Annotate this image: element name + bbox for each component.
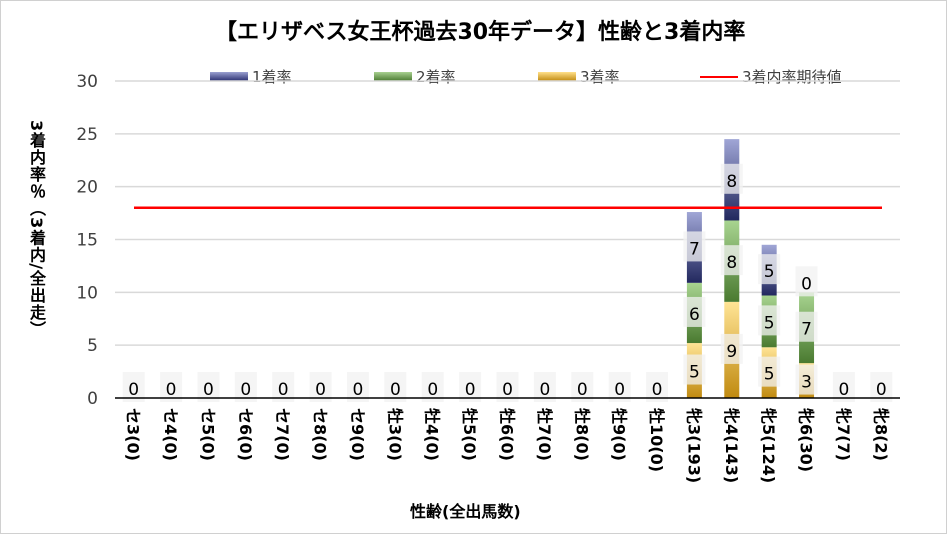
x-tick-label: 牝5(124) <box>759 408 778 483</box>
data-label: 0 <box>614 380 625 400</box>
x-tick-label: セ5(0) <box>198 408 217 461</box>
legend-swatch-expected <box>700 75 738 78</box>
data-label: 5 <box>764 313 775 333</box>
data-label-bg <box>608 372 631 402</box>
x-tick-label: セ3(0) <box>124 408 143 461</box>
data-label-bg <box>683 296 706 327</box>
y-tick-label: 25 <box>76 125 98 145</box>
data-label-bg <box>646 372 669 402</box>
data-label-bg <box>795 311 818 342</box>
data-label-bg <box>459 372 482 402</box>
data-label: 0 <box>876 380 887 400</box>
data-label: 0 <box>166 380 177 400</box>
data-label: 0 <box>801 274 812 294</box>
data-label: 0 <box>502 380 513 400</box>
data-label: 0 <box>315 380 326 400</box>
x-tick-label: セ7(0) <box>273 408 292 461</box>
data-label: 0 <box>539 380 550 400</box>
data-label: 7 <box>801 320 812 340</box>
data-label: 8 <box>726 172 737 192</box>
x-tick-label: 牡4(0) <box>423 408 442 461</box>
data-label: 5 <box>764 365 775 385</box>
y-axis-title: 3着内率％（3着内/全出走） <box>27 120 46 339</box>
data-label-bg <box>720 163 743 194</box>
x-tick-label: セ6(0) <box>236 408 255 461</box>
data-label-bg <box>870 372 893 402</box>
data-label: 0 <box>353 380 364 400</box>
data-label: 0 <box>278 380 289 400</box>
data-label: 7 <box>689 239 700 259</box>
legend-swatch-2nd <box>374 72 412 81</box>
x-tick-label: 牡5(0) <box>460 408 479 461</box>
data-label-bg <box>234 372 257 402</box>
data-label: 8 <box>726 253 737 273</box>
x-tick-label: 牡6(0) <box>498 408 517 461</box>
data-label-bg <box>795 266 818 297</box>
data-label: 9 <box>726 342 737 362</box>
data-label-bg <box>122 372 145 402</box>
data-label-bg <box>160 372 183 402</box>
data-label: 0 <box>240 380 251 400</box>
data-label-bg <box>758 305 781 336</box>
data-label-bg <box>683 354 706 385</box>
data-label-bg <box>421 372 444 402</box>
y-tick-label: 10 <box>76 283 98 303</box>
x-tick-label: 牡10(0) <box>647 408 666 472</box>
data-label: 0 <box>465 380 476 400</box>
y-tick-label: 5 <box>87 336 98 356</box>
data-label-bg <box>346 372 369 402</box>
data-label: 3 <box>801 373 812 393</box>
data-label: 6 <box>689 305 700 325</box>
data-label-bg <box>272 372 295 402</box>
y-tick-label: 20 <box>76 178 98 198</box>
data-label: 0 <box>839 380 850 400</box>
data-label: 5 <box>689 363 700 383</box>
x-tick-label: 牝3(193) <box>684 408 703 483</box>
x-tick-label: セ8(0) <box>311 408 330 461</box>
data-label-bg <box>496 372 519 402</box>
x-tick-label: 牡7(0) <box>535 408 554 461</box>
x-tick-label: 牡8(0) <box>572 408 591 461</box>
legend-swatch-1st <box>210 72 248 81</box>
data-label-bg <box>720 333 743 364</box>
chart-title: 【エリザベス女王杯過去30年データ】性齢と3着内率 <box>215 20 746 45</box>
data-label-bg <box>758 254 781 285</box>
y-tick-label: 15 <box>76 231 98 251</box>
data-label-bg <box>832 372 855 402</box>
data-label: 0 <box>203 380 214 400</box>
data-label: 0 <box>128 380 139 400</box>
data-label: 0 <box>427 380 438 400</box>
data-label-bg <box>571 372 594 402</box>
x-tick-label: 牝4(143) <box>722 408 741 483</box>
data-label: 0 <box>577 380 588 400</box>
data-label-bg <box>720 245 743 276</box>
data-label-bg <box>533 372 556 402</box>
x-tick-label: 牝7(7) <box>834 408 853 461</box>
x-tick-label: 牡3(0) <box>385 408 404 461</box>
data-label-bg <box>309 372 332 402</box>
legend-swatch-3rd <box>538 72 576 81</box>
data-label: 0 <box>390 380 401 400</box>
data-label: 5 <box>764 262 775 282</box>
data-label-bg <box>384 372 407 402</box>
y-tick-label: 0 <box>87 389 98 409</box>
x-tick-label: 牡9(0) <box>610 408 629 461</box>
x-tick-label: セ4(0) <box>161 408 180 461</box>
data-label-bg <box>197 372 220 402</box>
data-label-bg <box>795 364 818 395</box>
data-label-bg <box>683 231 706 262</box>
x-tick-label: セ9(0) <box>348 408 367 461</box>
data-label: 0 <box>652 380 663 400</box>
y-tick-label: 30 <box>76 72 98 92</box>
data-label-bg <box>758 356 781 387</box>
x-axis-title: 性齢(全出馬数) <box>410 502 521 521</box>
x-tick-label: 牝8(2) <box>871 408 890 461</box>
x-tick-label: 牝6(30) <box>797 408 816 472</box>
